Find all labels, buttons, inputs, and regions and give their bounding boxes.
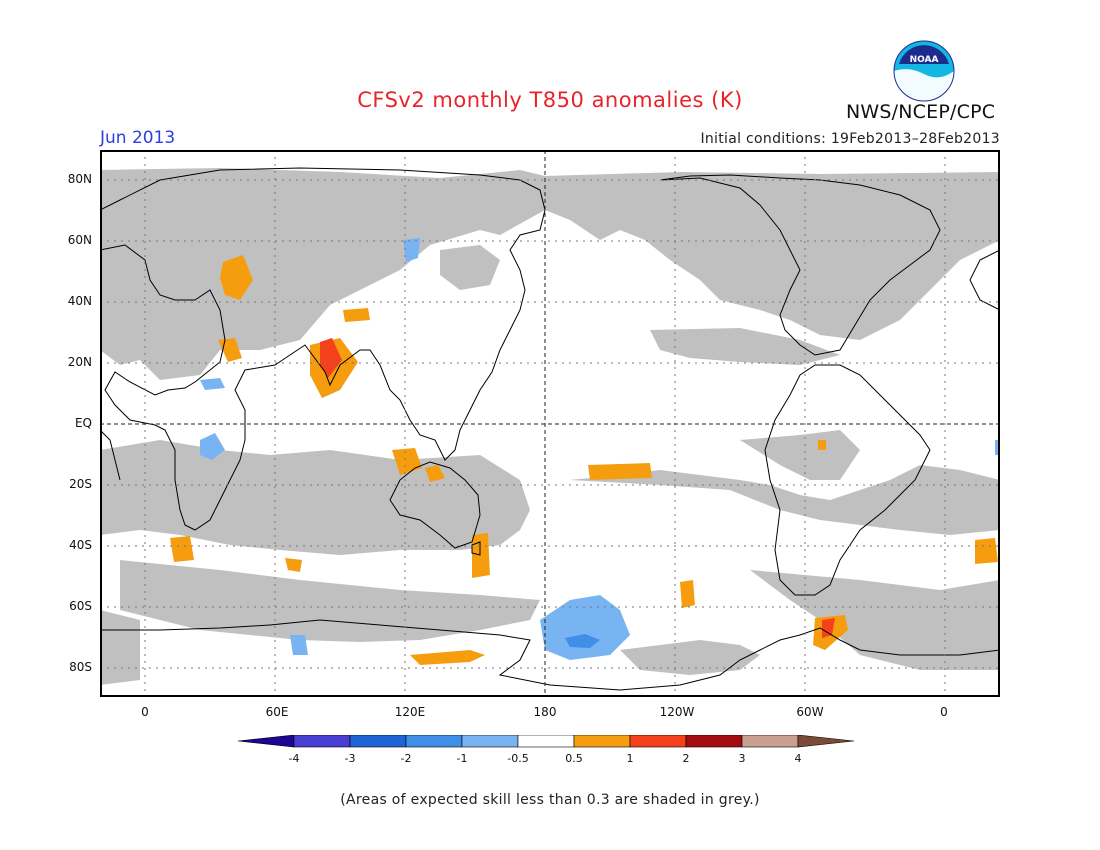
colorbar-box xyxy=(293,735,351,748)
colorbar-arrow-high xyxy=(797,735,855,748)
lat-label: 80S xyxy=(69,660,92,674)
positive-anomaly-andes xyxy=(822,618,835,638)
colorbar-arrow-low xyxy=(238,735,295,748)
colorbar-tick-label: -4 xyxy=(289,752,300,765)
colorbar-tick-label: 3 xyxy=(739,752,746,765)
colorbar-box xyxy=(573,735,631,748)
chart-title: CFSv2 monthly T850 anomalies (K) xyxy=(357,88,743,112)
colorbar-tick-label: 1 xyxy=(627,752,634,765)
colorbar-tick-label: -1 xyxy=(457,752,468,765)
colorbar-box xyxy=(517,735,575,748)
skill-mask-grey xyxy=(100,168,1000,685)
colorbar-box xyxy=(629,735,687,748)
noaa-logo: NOAA xyxy=(893,40,955,102)
coastlines xyxy=(100,167,1000,691)
colorbar-box xyxy=(685,735,743,748)
colorbar-box xyxy=(349,735,407,748)
lon-label: 180 xyxy=(533,705,557,719)
noaa-logo-text: NOAA xyxy=(910,55,939,65)
colorbar-tick-label: 2 xyxy=(683,752,690,765)
colorbar: -4 -3 -2 -1 -0.5 0.5 1 2 3 4 xyxy=(238,735,855,765)
lat-label: 60S xyxy=(69,599,92,613)
strong-positive-anomaly xyxy=(320,338,342,378)
colorbar-box xyxy=(461,735,519,748)
lon-label: 60W xyxy=(796,705,824,719)
negative-anomalies xyxy=(200,238,1000,660)
lon-label: 0 xyxy=(940,705,948,719)
strong-negative-anomaly xyxy=(565,634,600,648)
lat-label: 60N xyxy=(67,233,92,247)
lat-label: 20S xyxy=(69,477,92,491)
colorbar-tick-label: -2 xyxy=(401,752,412,765)
colorbar-box xyxy=(405,735,463,748)
agency-label: NWS/NCEP/CPC xyxy=(846,101,996,123)
colorbar-tick-label: -3 xyxy=(345,752,356,765)
colorbar-tick-label: 4 xyxy=(795,752,802,765)
forecast-month: Jun 2013 xyxy=(100,128,176,148)
equator-dateline xyxy=(100,150,1000,697)
colorbar-tick-label: -0.5 xyxy=(507,752,528,765)
initial-conditions: Initial conditions: 19Feb2013–28Feb2013 xyxy=(700,131,1000,147)
skill-note: (Areas of expected skill less than 0.3 a… xyxy=(340,792,760,808)
lat-label: 40S xyxy=(69,538,92,552)
map-frame xyxy=(100,150,1000,697)
lat-label: EQ xyxy=(74,416,92,430)
lon-label: 0 xyxy=(141,705,149,719)
colorbar-tick-label: 0.5 xyxy=(565,752,583,765)
lon-label: 120E xyxy=(394,705,426,719)
anomaly-map xyxy=(100,150,1000,697)
lon-label: 120W xyxy=(659,705,695,719)
colorbar-box xyxy=(741,735,799,748)
lon-label: 60E xyxy=(265,705,289,719)
lat-label: 80N xyxy=(67,172,92,186)
lat-label: 20N xyxy=(67,355,92,369)
lat-label: 40N xyxy=(67,294,92,308)
